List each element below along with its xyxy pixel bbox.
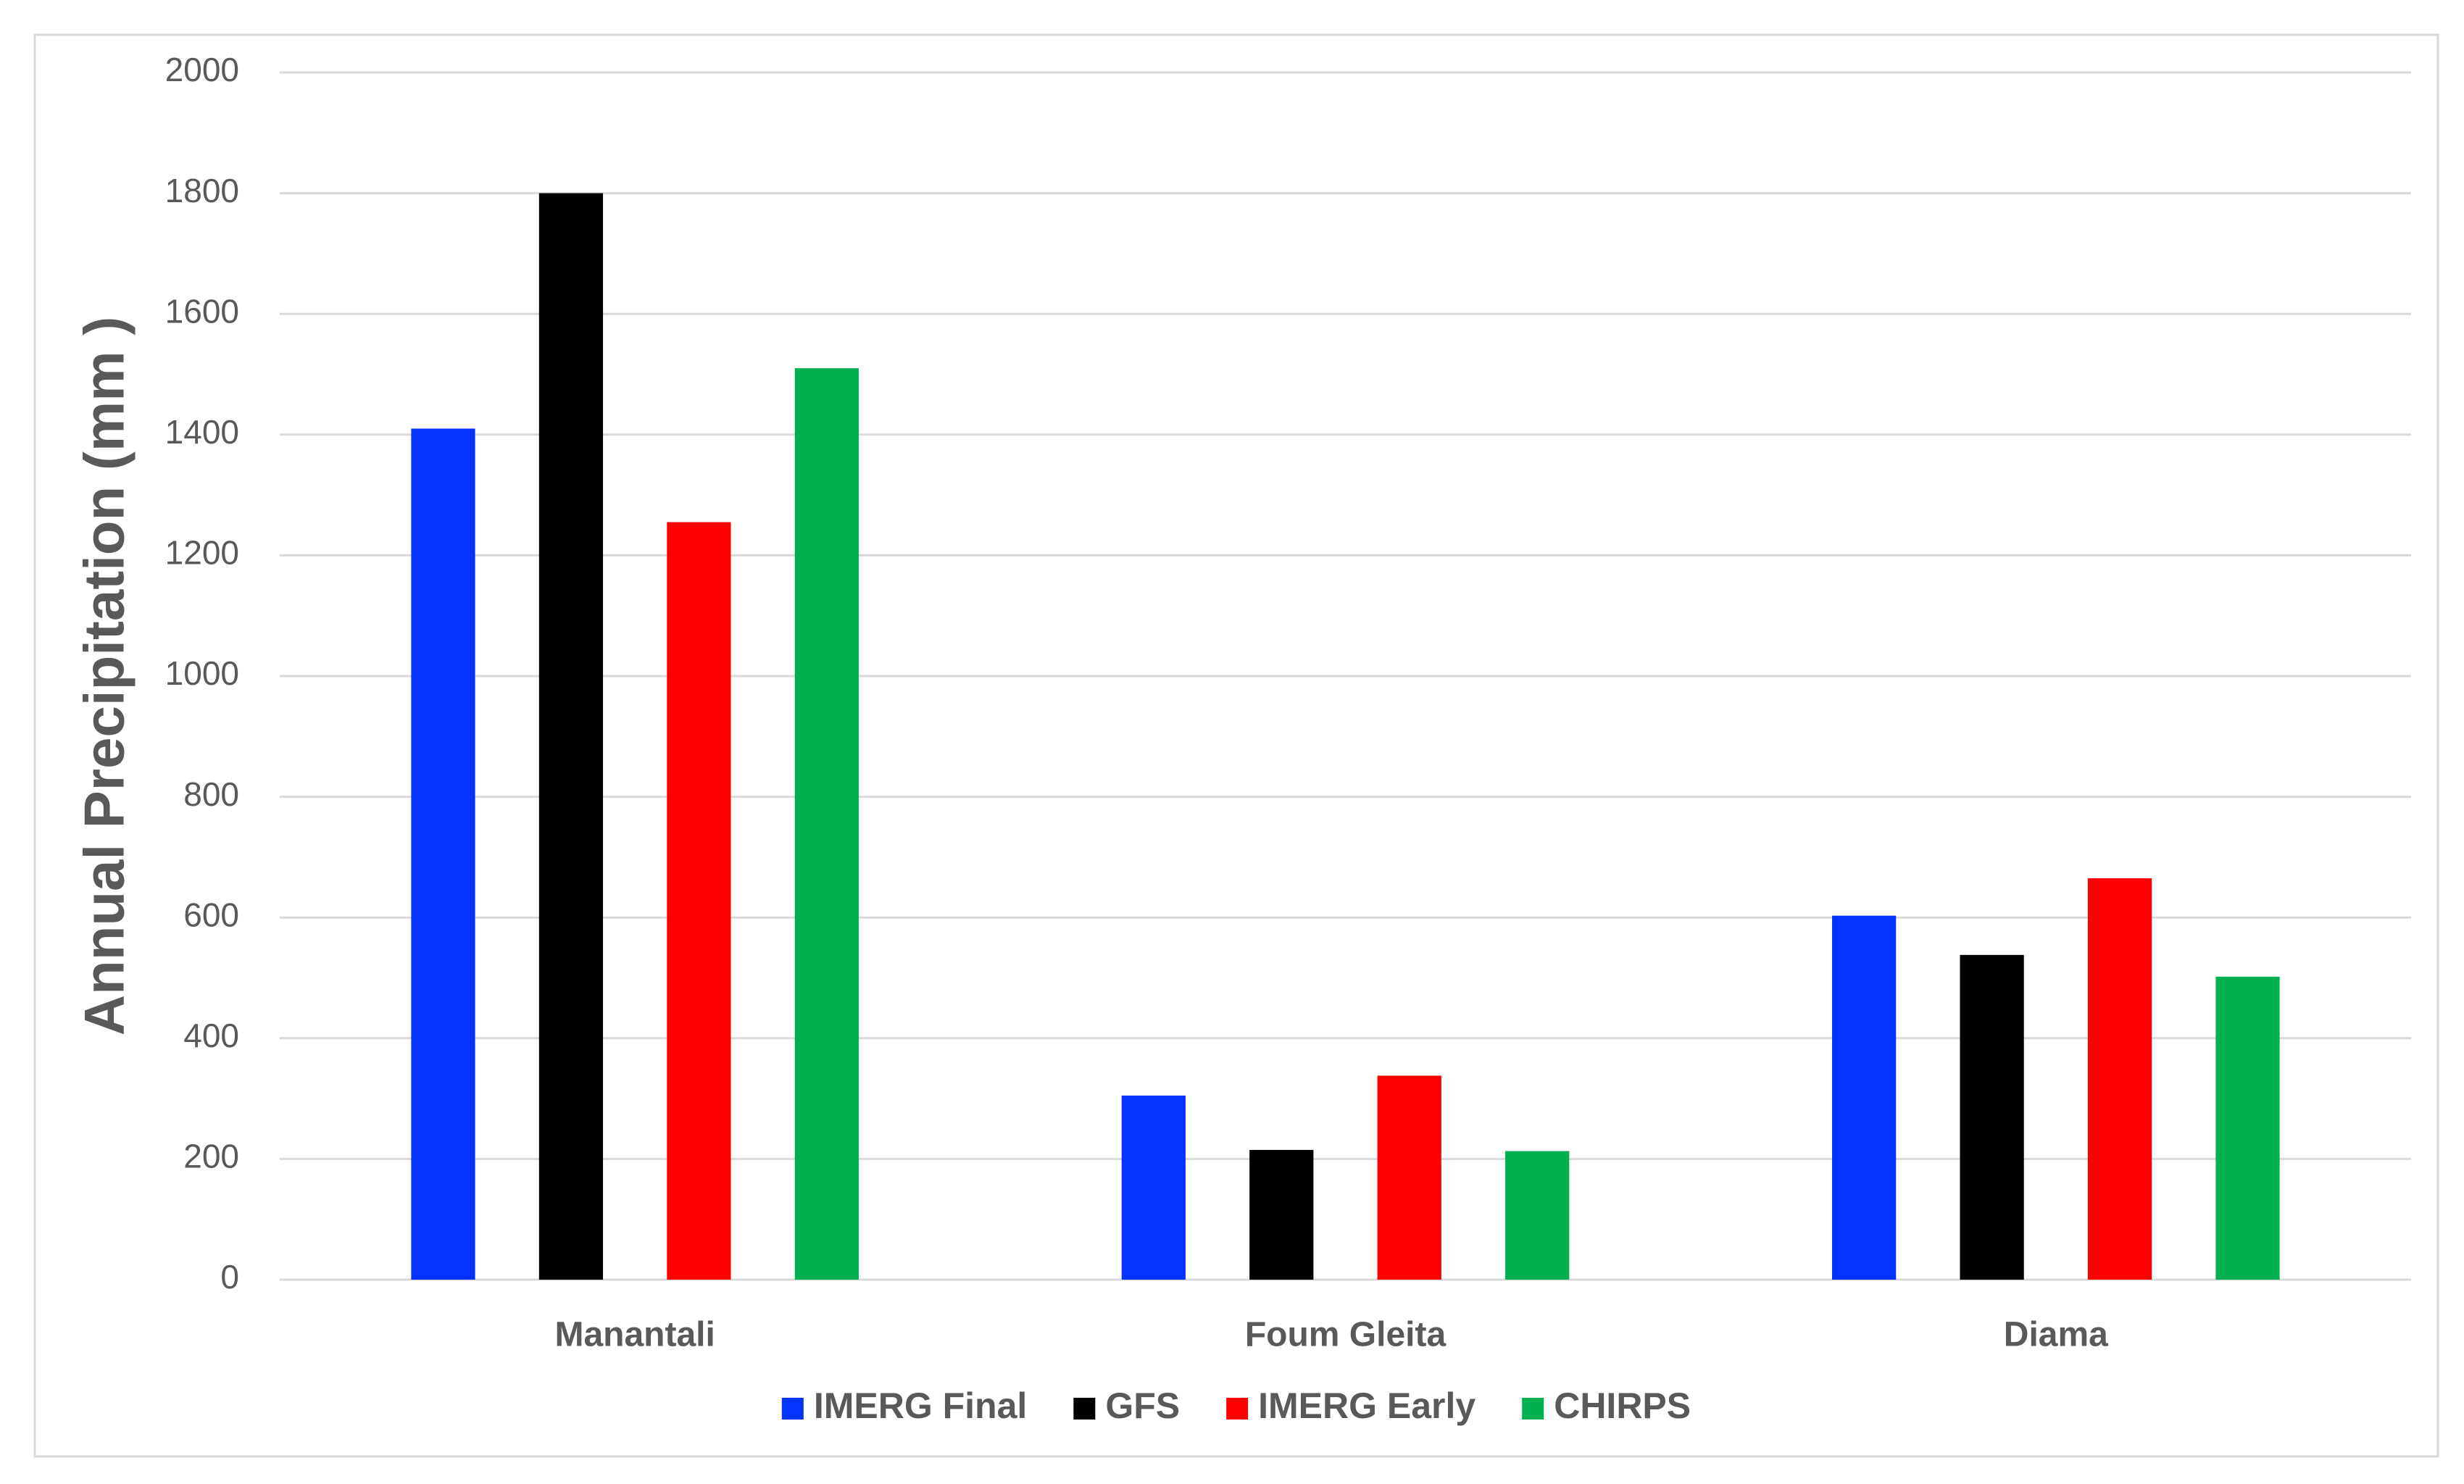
- y-axis-title: Annual Precipitation (mm ): [72, 317, 136, 1035]
- bar: [411, 428, 475, 1280]
- legend-label: IMERG Early: [1258, 1385, 1476, 1426]
- y-tick-label: 600: [183, 896, 239, 933]
- bar: [2215, 976, 2280, 1280]
- y-tick-label: 1400: [165, 413, 239, 451]
- chart-frame: [33, 33, 2439, 1458]
- y-tick-label: 400: [183, 1017, 239, 1054]
- bar: [1249, 1149, 1314, 1280]
- x-tick-label: Manantali: [554, 1316, 715, 1354]
- legend-label: GFS: [1105, 1385, 1180, 1426]
- legend-swatch: [1522, 1398, 1544, 1420]
- y-tick-label: 800: [183, 775, 239, 813]
- y-tick-label: 1800: [165, 172, 239, 209]
- bar: [667, 522, 731, 1280]
- legend-label: IMERG Final: [814, 1385, 1027, 1426]
- y-tick-label: 200: [183, 1138, 239, 1175]
- x-tick-label: Foum Gleita: [1245, 1316, 1447, 1354]
- y-tick-label: 0: [220, 1258, 239, 1296]
- legend-label: CHIRPS: [1554, 1385, 1691, 1426]
- bar: [1832, 915, 1897, 1280]
- legend-swatch: [1073, 1398, 1096, 1420]
- y-tick-label: 2000: [165, 51, 239, 88]
- bar: [1377, 1075, 1441, 1280]
- bar: [794, 368, 859, 1280]
- y-tick-label: 1200: [165, 534, 239, 572]
- bar: [538, 193, 604, 1280]
- bar: [1960, 954, 2024, 1280]
- bar: [1121, 1095, 1186, 1280]
- y-tick-label: 1000: [165, 654, 239, 692]
- x-tick-label: Diama: [2004, 1316, 2108, 1354]
- y-tick-label: 1600: [165, 292, 239, 330]
- bar: [2087, 878, 2152, 1280]
- bar: [1505, 1151, 1570, 1280]
- legend-swatch: [781, 1398, 804, 1420]
- legend-swatch: [1226, 1398, 1249, 1420]
